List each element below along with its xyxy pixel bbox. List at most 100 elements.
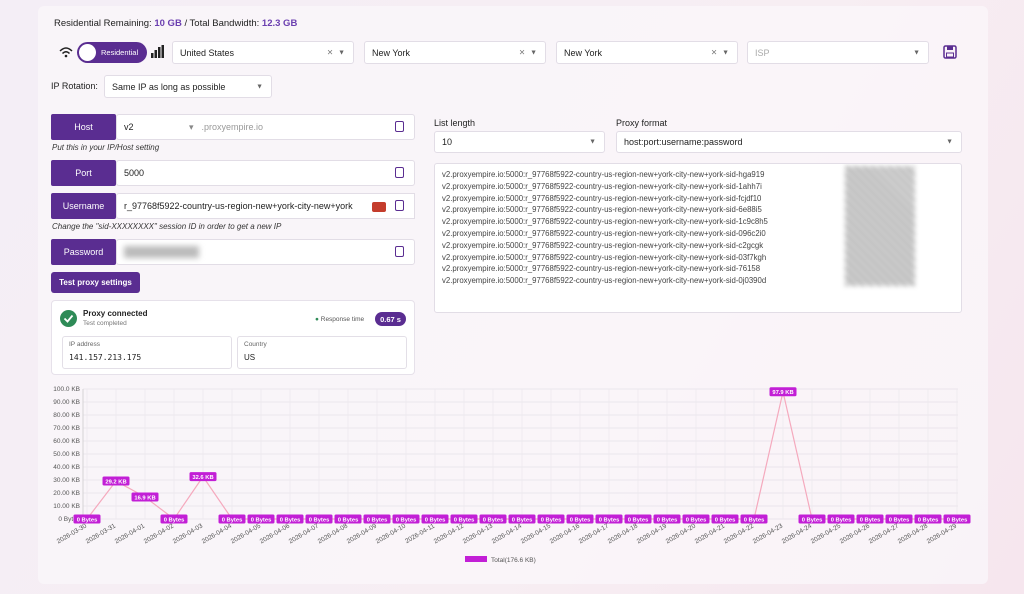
data-label-text: 32.6 KB bbox=[192, 475, 213, 481]
copy-password[interactable] bbox=[395, 246, 404, 257]
region: New York bbox=[372, 47, 411, 58]
data-label-box bbox=[102, 476, 130, 486]
length-select[interactable]: 10 ▼ bbox=[434, 131, 605, 153]
data-label-text: 29.2 KB bbox=[105, 479, 126, 485]
type-toggle[interactable]: Residential bbox=[77, 42, 147, 63]
city-select[interactable]: New York × ▼ bbox=[556, 41, 738, 64]
data-label-box bbox=[363, 514, 391, 524]
data-label-text: 0 Bytes bbox=[309, 517, 330, 523]
test-button[interactable]: Test proxy settings bbox=[51, 272, 140, 293]
data-label: 0 Bytes bbox=[305, 514, 333, 524]
data-label: 0 Bytes bbox=[421, 514, 449, 524]
data-label-box bbox=[218, 514, 246, 524]
data-label-box bbox=[740, 514, 768, 524]
copy-username[interactable] bbox=[395, 200, 404, 211]
ip-value: 141.157.213.175 bbox=[69, 353, 142, 362]
copy-port[interactable] bbox=[395, 167, 404, 178]
data-label: 0 Bytes bbox=[682, 514, 710, 524]
data-label: 0 Bytes bbox=[392, 514, 420, 524]
password-label: Password bbox=[51, 239, 116, 265]
data-label-box bbox=[682, 514, 710, 524]
isp: ISP bbox=[755, 47, 770, 58]
response-label: ● Response time bbox=[315, 316, 365, 323]
data-label: 16.9 KB bbox=[131, 492, 159, 502]
host-version: v2 bbox=[124, 122, 134, 132]
proxy-line: v2.proxyempire.io:5000:r_97768f5922-coun… bbox=[442, 205, 762, 215]
x-tick-label: 2026-04-24 bbox=[781, 522, 814, 545]
x-tick-label: 2026-04-08 bbox=[317, 522, 350, 545]
y-tick-label: 70.00 KB bbox=[53, 425, 80, 432]
signal-icon bbox=[151, 45, 164, 58]
legend-label: Total(176.6 KB) bbox=[491, 557, 536, 564]
x-tick-label: 2026-04-17 bbox=[578, 522, 611, 545]
status-card: Proxy connected Test completed ● Respons… bbox=[51, 300, 415, 375]
usage-chart: 0 Bytes 10.00 KB 20.00 KB 30.00 KB 40.00 KB 5… bbox=[53, 386, 971, 564]
data-label-box bbox=[276, 514, 304, 524]
data-label-box bbox=[73, 514, 101, 524]
username-hint: Change the "sid-XXXXXXXX" session ID in … bbox=[52, 222, 282, 231]
data-label-text: 0 Bytes bbox=[541, 517, 562, 523]
data-label-text: 0 Bytes bbox=[483, 517, 504, 523]
proxy-line: v2.proxyempire.io:5000:r_97768f5922-coun… bbox=[442, 276, 767, 286]
data-label-text: 0 Bytes bbox=[657, 517, 678, 523]
password-field[interactable] bbox=[116, 239, 415, 265]
x-tick-label: 2026-04-04 bbox=[201, 522, 234, 545]
data-label-text: 0 Bytes bbox=[802, 517, 823, 523]
data-label-box bbox=[160, 514, 188, 524]
x-tick-label: 2026-04-07 bbox=[288, 522, 321, 545]
x-tick-label: 2026-03-31 bbox=[85, 522, 118, 545]
data-label-box bbox=[421, 514, 449, 524]
data-label-text: 0 Bytes bbox=[338, 517, 359, 523]
y-tick-label: 50.00 KB bbox=[53, 451, 80, 458]
data-label-box bbox=[131, 492, 159, 502]
save-icon[interactable] bbox=[943, 45, 957, 59]
country-select[interactable]: United States × ▼ bbox=[172, 41, 354, 64]
x-tick-label: 2026-04-23 bbox=[752, 522, 785, 545]
x-tick-label: 2026-04-20 bbox=[665, 522, 698, 545]
host-field[interactable]: v2 ▾ .proxyempire.io bbox=[116, 114, 415, 140]
rotation-select[interactable]: Same IP as long as possible ▼ bbox=[104, 75, 272, 98]
copy-host[interactable] bbox=[395, 121, 404, 132]
host-hint: Put this in your IP/Host setting bbox=[52, 143, 160, 152]
proxy-line: v2.proxyempire.io:5000:r_97768f5922-coun… bbox=[442, 252, 767, 262]
username-value: r_97768f5922-country-us-region-new+york-… bbox=[124, 201, 353, 211]
proxy-line: v2.proxyempire.io:5000:r_97768f5922-coun… bbox=[442, 240, 764, 250]
y-tick-label: 10.00 KB bbox=[53, 503, 80, 510]
format-value: host:port:username:password bbox=[624, 137, 743, 147]
total-label: / Total Bandwidth: bbox=[184, 18, 260, 29]
proxy-line: v2.proxyempire.io:5000:r_97768f5922-coun… bbox=[442, 264, 761, 274]
proxy-lines: v2.proxyempire.io:5000:r_97768f5922-coun… bbox=[442, 169, 847, 287]
y-tick-label: 40.00 KB bbox=[53, 464, 80, 471]
data-label-box bbox=[798, 514, 826, 524]
data-label: 0 Bytes bbox=[334, 514, 362, 524]
rotation-value: Same IP as long as possible bbox=[112, 81, 226, 92]
data-label: 0 Bytes bbox=[740, 514, 768, 524]
data-label-text: 0 Bytes bbox=[628, 517, 649, 523]
data-label: 0 Bytes bbox=[218, 514, 246, 524]
status-title: Proxy connected bbox=[83, 309, 148, 318]
total: 12.3 GB bbox=[261, 18, 298, 29]
format-select[interactable]: host:port:username:password ▼ bbox=[616, 131, 962, 153]
isp-select[interactable]: ISP ▼ bbox=[747, 41, 929, 64]
data-label-text: 0 Bytes bbox=[251, 517, 272, 523]
data-label: 97.9 KB bbox=[769, 387, 797, 397]
proxy-list[interactable]: v2.proxyempire.io:5000:r_97768f5922-coun… bbox=[434, 163, 962, 313]
rotation-label: IP Rotation: bbox=[51, 81, 98, 91]
y-tick-label: 20.00 KB bbox=[53, 490, 80, 497]
type-label: Residential bbox=[101, 48, 139, 57]
x-tick-label: 2026-04-14 bbox=[491, 522, 524, 545]
redacted bbox=[845, 166, 915, 286]
data-label-text: 0 Bytes bbox=[396, 517, 417, 523]
username-label: Username bbox=[51, 193, 116, 219]
port-field[interactable]: 5000 bbox=[116, 160, 415, 186]
y-tick-label: 80.00 KB bbox=[53, 412, 80, 419]
username-field[interactable]: r_97768f5922-country-us-region-new+york-… bbox=[116, 193, 386, 219]
data-label-text: 0 Bytes bbox=[164, 517, 185, 523]
x-tick-label: 2026-04-21 bbox=[694, 522, 727, 545]
data-label: 29.2 KB bbox=[102, 476, 130, 486]
port-label: Port bbox=[51, 160, 116, 186]
port-value: 5000 bbox=[124, 168, 145, 178]
data-label-text: 0 Bytes bbox=[77, 517, 98, 523]
data-label-text: 0 Bytes bbox=[599, 517, 620, 523]
region-select[interactable]: New York × ▼ bbox=[364, 41, 546, 64]
